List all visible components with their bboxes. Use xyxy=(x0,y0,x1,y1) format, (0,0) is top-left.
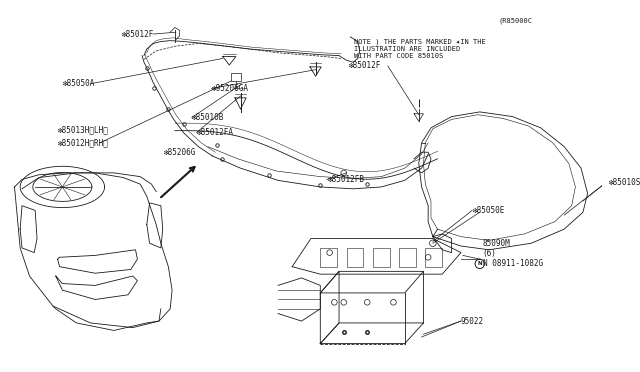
Text: N: N xyxy=(477,262,482,266)
Bar xyxy=(426,248,442,267)
Text: ❇85010B: ❇85010B xyxy=(192,113,224,122)
Text: ❇85050E: ❇85050E xyxy=(473,206,506,215)
Text: ❇95206GA: ❇95206GA xyxy=(211,84,248,93)
Bar xyxy=(320,248,337,267)
Bar xyxy=(373,248,390,267)
Text: NOTE ) THE PARTS MARKED ✷IN THE
ILLUSTRATION ARE INCLUDED
WITH PART CODE 85010S: NOTE ) THE PARTS MARKED ✷IN THE ILLUSTRA… xyxy=(354,39,486,59)
Text: ❇85012F: ❇85012F xyxy=(348,61,381,70)
Text: ❇85206G: ❇85206G xyxy=(164,148,196,157)
Text: ❇85012FA: ❇85012FA xyxy=(196,128,234,137)
Text: ❇85012H〈RH〉: ❇85012H〈RH〉 xyxy=(58,138,109,147)
Text: N 08911-1082G: N 08911-1082G xyxy=(483,259,543,268)
Text: 95022: 95022 xyxy=(461,317,484,326)
Bar xyxy=(346,248,364,267)
Text: ❇85010S: ❇85010S xyxy=(609,178,640,187)
Text: ❇85012FB: ❇85012FB xyxy=(328,175,365,184)
Text: ❇85012F: ❇85012F xyxy=(122,29,154,39)
Text: (R85000C: (R85000C xyxy=(499,18,532,24)
Text: ❇85050A: ❇85050A xyxy=(62,79,95,88)
Bar xyxy=(399,248,416,267)
Text: 85090M: 85090M xyxy=(483,239,510,248)
Text: ❇85013H〈LH〉: ❇85013H〈LH〉 xyxy=(58,125,109,134)
Text: (6): (6) xyxy=(483,249,497,258)
Bar xyxy=(231,73,241,81)
